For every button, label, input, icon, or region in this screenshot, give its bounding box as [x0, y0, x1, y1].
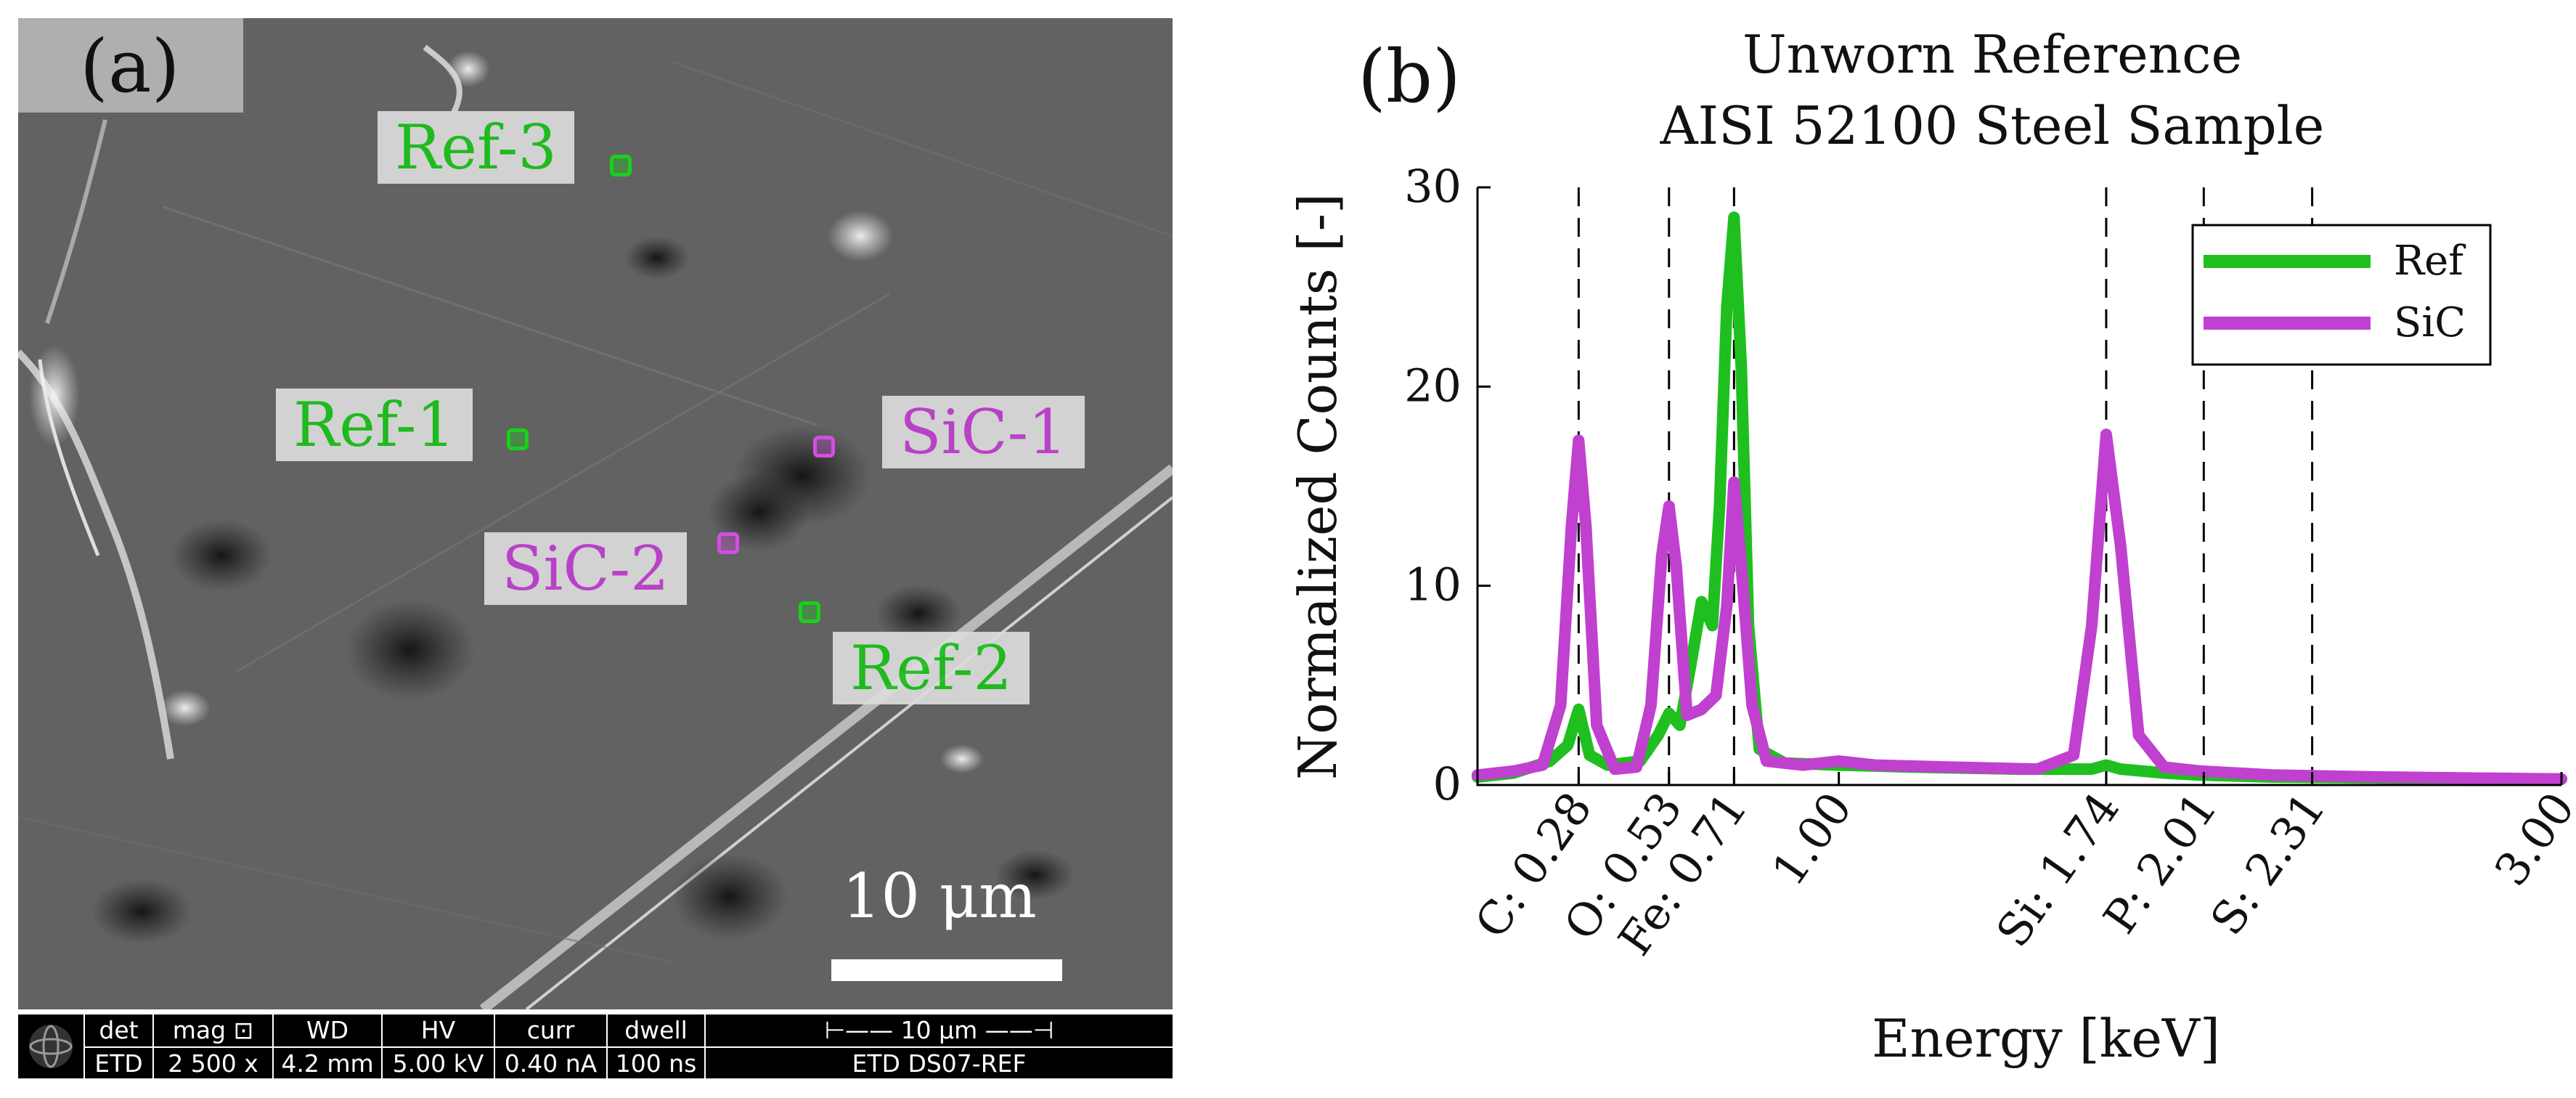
info-logo-cell [18, 1014, 83, 1078]
marker-ref-2 [799, 601, 820, 623]
marker-ref-3 [610, 155, 632, 176]
info-det: det ETD [83, 1014, 152, 1078]
eds-spectrum-chart: (b) Unworn Reference AISI 52100 Steel Sa… [1287, 24, 2576, 1069]
sem-info-bar: det ETD mag ⊡ 2 500 x WD 4.2 mm HV 5.00 … [18, 1014, 1173, 1078]
info-det-label: det [99, 1016, 139, 1044]
info-curr-value: 0.40 nA [495, 1046, 606, 1078]
info-dwell-value: 100 ns [608, 1046, 704, 1078]
info-hv-label: HV [420, 1016, 456, 1044]
chart-title-line-2: AISI 52100 Steel Sample [1660, 95, 2325, 156]
info-hv-value: 5.00 kV [383, 1046, 494, 1078]
marker-sic-2 [717, 532, 739, 554]
y-tick-label-2: 20 [1404, 359, 1462, 412]
info-wd: WD 4.2 mm [272, 1014, 381, 1078]
sem-panel: (a) Ref-3 Ref-1 SiC-1 SiC-2 Ref-2 10 μm … [18, 18, 1173, 1078]
x-tick-label-3: 1.00 [1761, 783, 1862, 895]
info-wd-value: 4.2 mm [274, 1046, 381, 1078]
sem-texture [18, 18, 1173, 1009]
x-axis-label: Energy [keV] [1872, 1008, 2220, 1069]
marker-sic-1 [813, 436, 835, 458]
y-axis-ticks: 0 10 20 30 [1404, 160, 1491, 810]
chart-title-line-1: Unworn Reference [1743, 24, 2242, 85]
label-sic-2: SiC-2 [484, 532, 687, 605]
label-sic-1: SiC-1 [882, 396, 1085, 468]
x-tick-label-4: Si: 1.74 [1986, 783, 2129, 956]
info-sample-id: ETD DS07-REF [706, 1046, 1173, 1078]
legend-ref-label: Ref [2394, 237, 2466, 285]
y-axis-label: Normalized Counts [-] [1287, 193, 1348, 780]
info-mag: mag ⊡ 2 500 x [152, 1014, 272, 1078]
info-curr-label: curr [526, 1016, 575, 1044]
legend-sic-label: SiC [2394, 299, 2466, 346]
label-ref-1: Ref-1 [276, 389, 473, 461]
info-mag-value: 2 500 x [154, 1046, 272, 1078]
marker-ref-1 [507, 428, 529, 450]
label-ref-3: Ref-3 [378, 111, 574, 184]
label-ref-2: Ref-2 [833, 632, 1030, 704]
panel-b-label: (b) [1358, 34, 1461, 119]
fei-logo-icon [29, 1025, 73, 1068]
y-tick-label-1: 10 [1404, 558, 1462, 611]
series-line-ref [1472, 211, 2567, 785]
y-tick-label-0: 0 [1433, 757, 1462, 810]
info-scale-label: ⊢—— 10 μm ——⊣ [824, 1016, 1054, 1044]
legend-box [2191, 224, 2492, 366]
legend: Ref SiC [2191, 224, 2492, 366]
x-tick-label-6: S: 2.31 [2200, 783, 2336, 945]
scale-bar [831, 959, 1062, 981]
info-scale: ⊢—— 10 μm ——⊣ ETD DS07-REF [704, 1014, 1173, 1078]
series-layer [1472, 211, 2567, 785]
x-tick-label-7: 3.00 [2484, 783, 2576, 895]
info-wd-label: WD [306, 1016, 349, 1044]
chart-panel: (b) Unworn Reference AISI 52100 Steel Sa… [1227, 0, 2576, 1098]
info-dwell-label: dwell [624, 1016, 688, 1044]
scale-bar-label: 10 μm [842, 861, 1037, 932]
info-det-value: ETD [85, 1046, 152, 1078]
series-line-sic [1472, 428, 2567, 785]
info-hv: HV 5.00 kV [381, 1014, 494, 1078]
y-tick-label-3: 30 [1404, 160, 1462, 213]
info-mag-label: mag ⊡ [172, 1016, 254, 1044]
panel-a-label: (a) [80, 24, 180, 109]
info-dwell: dwell 100 ns [606, 1014, 704, 1078]
sem-micrograph: (a) Ref-3 Ref-1 SiC-1 SiC-2 Ref-2 10 μm [18, 18, 1173, 1009]
info-curr: curr 0.40 nA [494, 1014, 606, 1078]
